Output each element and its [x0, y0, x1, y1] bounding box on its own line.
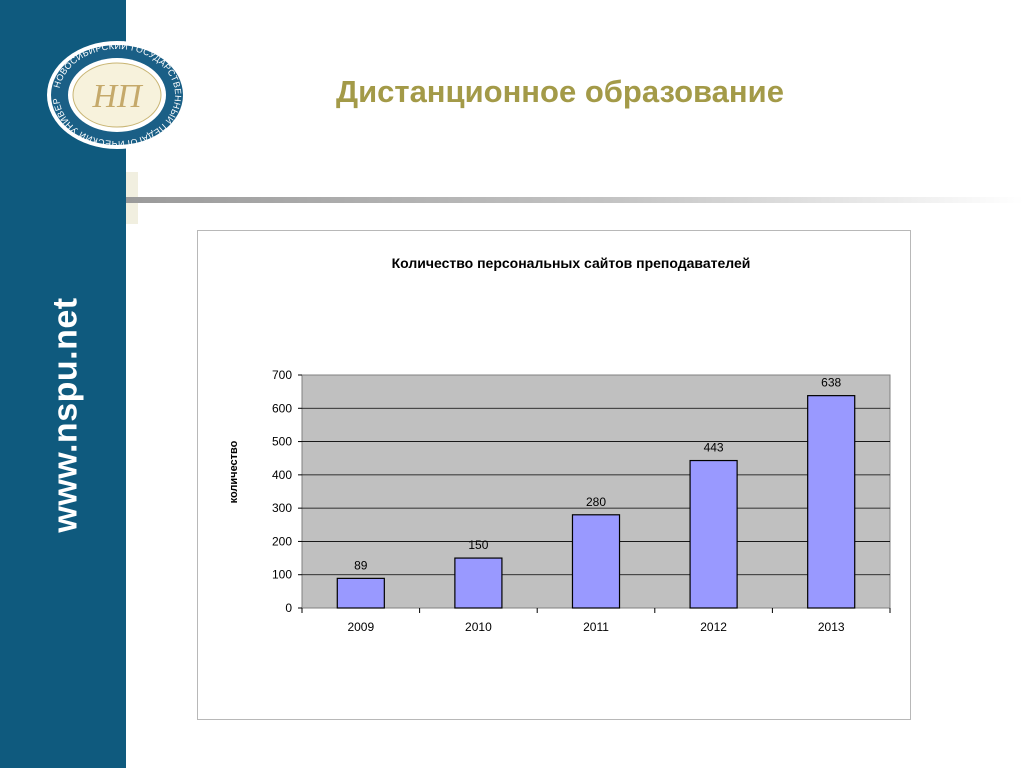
- sidebar-band: НОВОСИБИРСКИЙ ГОСУДАРСТВЕННЫЙ ПЕДАГОГИЧЕ…: [0, 0, 187, 768]
- y-axis-ticks: 0 100 200 300 400 500 600 700: [272, 368, 302, 615]
- y-tick-label: 200: [272, 534, 292, 548]
- x-tick-label: 2011: [583, 620, 609, 634]
- x-axis-ticks: 2009 2010 2011 2012 2013: [301, 608, 891, 634]
- y-tick-label: 400: [272, 468, 292, 482]
- bars: 89 150 280 443 638: [336, 376, 856, 609]
- logo-monogram: НП: [91, 78, 144, 115]
- bar-data-label: 89: [354, 558, 368, 572]
- y-axis-label: количество: [228, 440, 240, 503]
- x-tick-label: 2013: [818, 620, 845, 634]
- y-tick-label: 700: [272, 368, 292, 382]
- y-tick-label: 600: [272, 401, 292, 415]
- y-tick-label: 0: [285, 601, 292, 615]
- header-divider: [126, 197, 1024, 203]
- y-tick-label: 300: [272, 501, 292, 515]
- x-tick-label: 2010: [465, 620, 492, 634]
- university-logo: НОВОСИБИРСКИЙ ГОСУДАРСТВЕННЫЙ ПЕДАГОГИЧЕ…: [46, 40, 187, 149]
- bar-data-label: 150: [468, 538, 488, 552]
- chart-frame: Количество персональных сайтов преподава…: [197, 230, 911, 720]
- y-tick-label: 100: [272, 568, 292, 582]
- site-url-vertical: www.nspu.net: [46, 297, 85, 533]
- bar: [807, 395, 856, 609]
- bar: [336, 577, 385, 609]
- x-tick-label: 2009: [347, 620, 374, 634]
- bar-data-label: 280: [586, 495, 606, 509]
- bar: [689, 459, 738, 609]
- bar: [454, 557, 503, 609]
- bar-data-label: 638: [821, 376, 841, 390]
- bar-chart: Количество персональных сайтов преподава…: [228, 255, 891, 634]
- chart-title: Количество персональных сайтов преподава…: [392, 255, 751, 271]
- x-tick-label: 2012: [700, 620, 727, 634]
- bar: [571, 514, 621, 609]
- bar-data-label: 443: [704, 441, 724, 455]
- y-tick-label: 500: [272, 435, 292, 449]
- page-title: Дистанционное образование: [336, 74, 784, 109]
